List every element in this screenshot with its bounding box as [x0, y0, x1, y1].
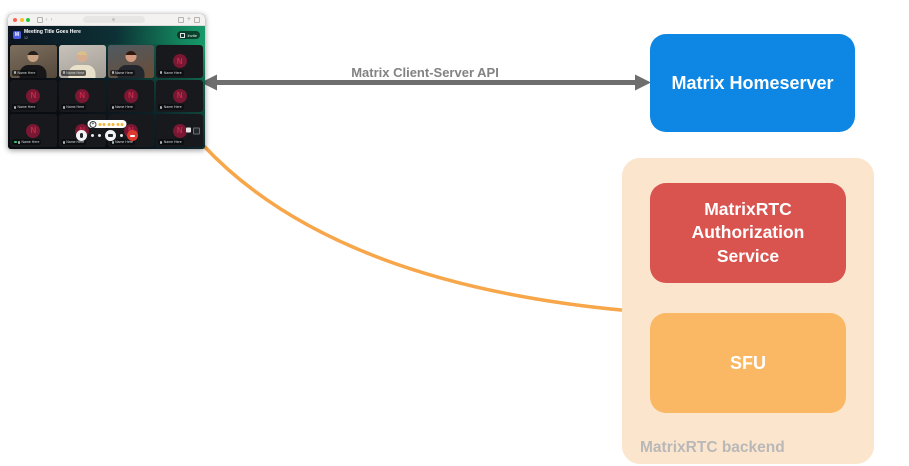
mic-icon: [111, 140, 114, 144]
sidebar-icon[interactable]: [36, 16, 43, 23]
mic-icon: [14, 71, 16, 75]
video-tile[interactable]: Name Here: [58, 45, 106, 78]
participant-avatar: N: [172, 54, 187, 69]
url-bar[interactable]: [82, 16, 145, 23]
participant-avatar: N: [26, 88, 41, 103]
participant-name-label: Name Here: [158, 104, 184, 111]
traffic-light[interactable]: [26, 17, 30, 22]
new-tab-icon[interactable]: +: [186, 15, 191, 23]
reaction-emoji[interactable]: [111, 122, 115, 126]
reaction-emoji[interactable]: [98, 122, 101, 126]
reaction-emoji[interactable]: [102, 122, 106, 126]
reaction-emoji[interactable]: [107, 122, 110, 126]
mic-icon: [160, 105, 163, 109]
participant-avatar: N: [172, 123, 187, 138]
invite-button[interactable]: Invite: [177, 31, 200, 39]
invite-icon: [180, 32, 186, 38]
arrow-head-left: [201, 74, 217, 91]
mic-icon: [160, 140, 163, 144]
participant-name-label: Name Here: [12, 69, 38, 76]
auth-service-label-line1: MatrixRTC: [704, 199, 792, 220]
traffic-lights[interactable]: [13, 17, 33, 22]
tile-action-icons[interactable]: [186, 127, 200, 135]
matrix-homeserver-box: Matrix Homeserver: [650, 34, 855, 132]
call-controls: [75, 130, 138, 141]
meeting-avatar: M: [13, 31, 21, 39]
matrixrtc-backend-label: MatrixRTC backend: [640, 439, 785, 456]
traffic-light[interactable]: [19, 17, 24, 22]
arrow-label: Matrix Client-Server API: [351, 65, 499, 80]
tabs-icon[interactable]: [194, 16, 200, 23]
mic-icon: [160, 71, 163, 75]
participant-name-label: Name Here: [60, 69, 87, 76]
presence-dot: [14, 140, 17, 144]
lock-icon: [112, 18, 116, 21]
meeting-title: Meeting Title Goes Here: [24, 29, 81, 36]
participant-name-label: Name Here: [60, 139, 87, 145]
invite-label: Invite: [187, 32, 197, 38]
mic-icon: [111, 105, 114, 109]
participant-name-label: Name Here: [60, 104, 87, 111]
reaction-emoji[interactable]: [120, 122, 124, 126]
browser-chrome: ‹ › +: [8, 14, 205, 26]
participant-name-label: Name Here: [12, 104, 38, 111]
mic-icon: [62, 71, 65, 75]
participant-name-label: Name Here: [109, 69, 135, 76]
control-expander-dot[interactable]: [90, 134, 94, 137]
control-expander-dot[interactable]: [119, 134, 123, 137]
mic-icon: [111, 71, 114, 75]
participant-name-label: Name Here: [109, 104, 135, 111]
sfu-label: SFU: [730, 352, 766, 373]
participant-count: 12: [24, 35, 28, 40]
participant-name-label: Name Here: [109, 139, 135, 145]
participant-name-label: Name Here: [158, 139, 184, 145]
matrixrtc-auth-service-box: MatrixRTC Authorization Service: [650, 183, 846, 283]
client-sfu-curve: [200, 142, 623, 312]
hangup-button[interactable]: [126, 130, 138, 141]
traffic-light[interactable]: [13, 17, 17, 22]
control-expander-dot[interactable]: [97, 134, 101, 137]
share-icon[interactable]: [177, 16, 184, 23]
video-tile[interactable]: Name Here: [107, 45, 155, 78]
participant-avatar: N: [75, 88, 90, 103]
arrow-head-right: [635, 74, 651, 91]
add-reaction-button[interactable]: +: [89, 120, 97, 128]
participant-name-label: Name Here: [158, 69, 184, 76]
auth-service-label-line2: Authorization: [691, 222, 805, 243]
mic-button[interactable]: [75, 130, 87, 141]
camera-button[interactable]: [104, 130, 116, 141]
video-tile[interactable]: Name Here: [10, 45, 57, 78]
mic-icon: [14, 105, 16, 109]
participant-avatar: N: [26, 123, 41, 138]
mic-icon: [62, 140, 65, 144]
participant-avatar: N: [123, 88, 138, 103]
matrix-homeserver-label: Matrix Homeserver: [671, 72, 834, 93]
back-icon[interactable]: ‹: [45, 16, 48, 23]
forward-icon[interactable]: ›: [50, 16, 53, 23]
reaction-emoji[interactable]: [116, 122, 119, 126]
participant-avatar: N: [172, 88, 187, 103]
participant-name-label: Name Here: [12, 139, 42, 145]
mic-icon: [18, 140, 20, 144]
call-screenshot-window: ‹ › + M Meeting Title Goes Here 12 Invit…: [8, 14, 205, 149]
mic-icon: [62, 105, 65, 109]
sfu-box: SFU: [650, 313, 846, 413]
call-header: M Meeting Title Goes Here 12 Invite: [8, 26, 205, 44]
reaction-bar[interactable]: +: [87, 120, 126, 128]
tile-grid: Name Here Name Here Name Here N Name Here N Na…: [8, 44, 205, 149]
auth-service-label-line3: Service: [716, 245, 780, 266]
